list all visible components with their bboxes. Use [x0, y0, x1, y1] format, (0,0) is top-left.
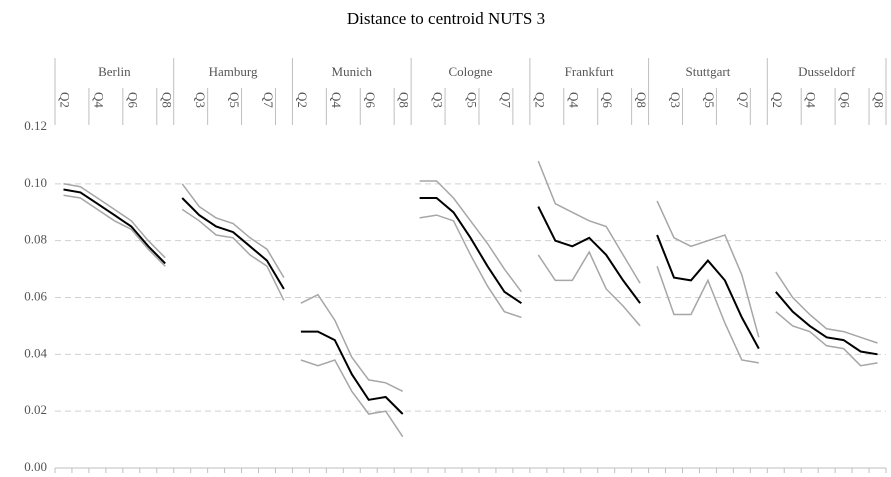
x-tick-label: Q5	[702, 92, 717, 108]
x-tick-label: Q3	[193, 92, 208, 108]
x-tick-label: Q6	[838, 92, 853, 108]
x-tick-label: Q4	[566, 92, 581, 108]
series-line	[656, 200, 760, 338]
group-label: Cologne	[448, 64, 492, 79]
x-tick-label: Q4	[91, 92, 106, 108]
y-tick-label: 0.06	[24, 288, 47, 303]
series-line	[300, 330, 404, 415]
series-line	[300, 359, 404, 438]
series-line	[63, 183, 166, 259]
x-tick-label: Q3	[431, 92, 446, 108]
x-tick-label: Q4	[804, 92, 819, 108]
series-line	[656, 265, 759, 364]
chart-title: Distance to centroid NUTS 3	[347, 9, 545, 28]
series-line	[537, 160, 641, 284]
series-line	[419, 180, 523, 293]
series-line	[181, 197, 285, 290]
x-tick-label: Q5	[227, 92, 242, 108]
group-label: Munich	[332, 64, 373, 79]
x-tick-label: Q7	[736, 92, 751, 108]
group-label: Dusseldorf	[798, 64, 856, 79]
x-tick-label: Q3	[668, 92, 683, 108]
series-line	[537, 250, 641, 327]
series-line	[300, 293, 404, 392]
series-line	[63, 188, 166, 265]
x-tick-label: Q2	[57, 92, 72, 108]
x-tick-label: Q6	[600, 92, 615, 108]
x-tick-label: Q8	[159, 92, 174, 108]
group-label: Berlin	[98, 64, 131, 79]
group-label: Frankfurt	[565, 64, 614, 79]
y-tick-label: 0.12	[24, 118, 47, 133]
series-line	[775, 291, 878, 356]
x-tick-label: Q8	[397, 92, 412, 108]
y-tick-label: 0.04	[24, 345, 47, 360]
series-line	[656, 234, 760, 350]
x-tick-label: Q2	[770, 92, 785, 108]
y-tick-label: 0.08	[24, 232, 47, 247]
x-tick-label: Q6	[363, 92, 378, 108]
x-tick-label: Q7	[498, 92, 513, 108]
x-tick-label: Q7	[261, 92, 276, 108]
series-line	[537, 206, 641, 304]
x-tick-label: Q8	[634, 92, 649, 108]
series-line	[775, 271, 878, 344]
group-label: Stuttgart	[686, 64, 731, 79]
series-line	[419, 214, 522, 319]
x-tick-label: Q5	[465, 92, 480, 108]
x-tick-label: Q2	[532, 92, 547, 108]
x-tick-label: Q8	[872, 92, 887, 108]
y-tick-label: 0.00	[24, 459, 47, 474]
group-label: Hamburg	[209, 64, 258, 79]
series-line	[181, 183, 285, 278]
x-tick-label: Q2	[295, 92, 310, 108]
series-line	[181, 208, 285, 301]
series-line	[775, 311, 878, 367]
x-tick-label: Q6	[125, 92, 140, 108]
y-tick-label: 0.10	[24, 175, 47, 190]
series-line	[63, 194, 166, 267]
series-line	[419, 197, 522, 305]
y-tick-label: 0.02	[24, 402, 47, 417]
x-tick-label: Q4	[329, 92, 344, 108]
